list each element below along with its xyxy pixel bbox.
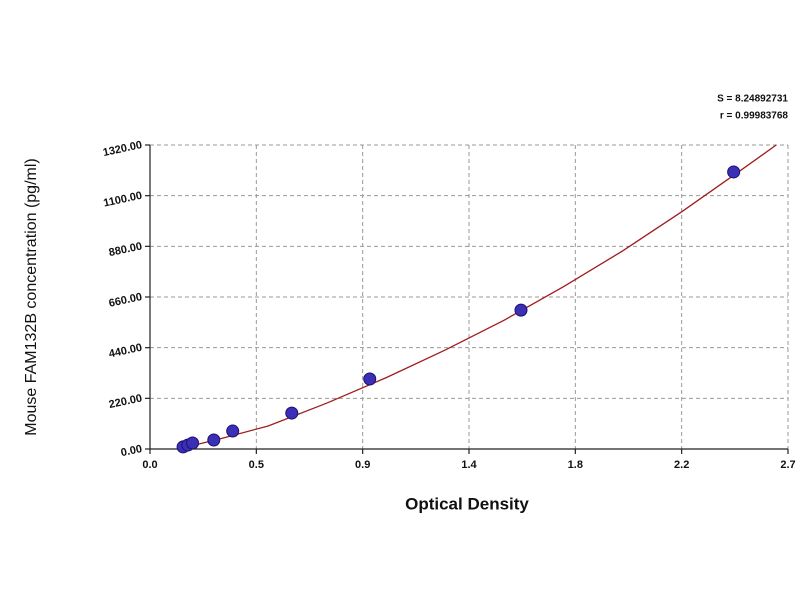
- data-point: [207, 433, 221, 447]
- y-tick-label: 1100.00: [102, 190, 143, 210]
- fit-curve: [178, 144, 777, 450]
- annotation: S = 8.24892731: [717, 94, 788, 105]
- data-point: [514, 303, 528, 317]
- data-point: [285, 406, 299, 420]
- y-tick-label: 660.00: [108, 291, 143, 310]
- x-tick-label: 2.7: [780, 459, 795, 471]
- y-tick-label: 220.00: [108, 392, 143, 411]
- x-tick-label: 0.0: [142, 459, 157, 471]
- data-point: [186, 436, 200, 450]
- data-point: [727, 165, 741, 179]
- data-point: [363, 372, 377, 386]
- annotation: r = 0.99983768: [720, 111, 789, 122]
- y-tick-label: 0.00: [120, 443, 143, 459]
- x-tick-label: 1.4: [461, 459, 477, 471]
- data-point: [226, 424, 240, 438]
- y-tick-label: 440.00: [108, 342, 143, 361]
- x-axis-label: Optical Density: [405, 494, 529, 513]
- y-tick-label: 1320.00: [102, 139, 143, 159]
- y-axis-label: Mouse FAM132B concentration (pg/ml): [23, 158, 40, 435]
- x-tick-label: 0.9: [355, 459, 370, 471]
- x-tick-label: 2.2: [674, 459, 689, 471]
- x-tick-label: 1.8: [568, 459, 583, 471]
- y-tick-label: 880.00: [108, 240, 143, 259]
- x-tick-label: 0.5: [249, 459, 264, 471]
